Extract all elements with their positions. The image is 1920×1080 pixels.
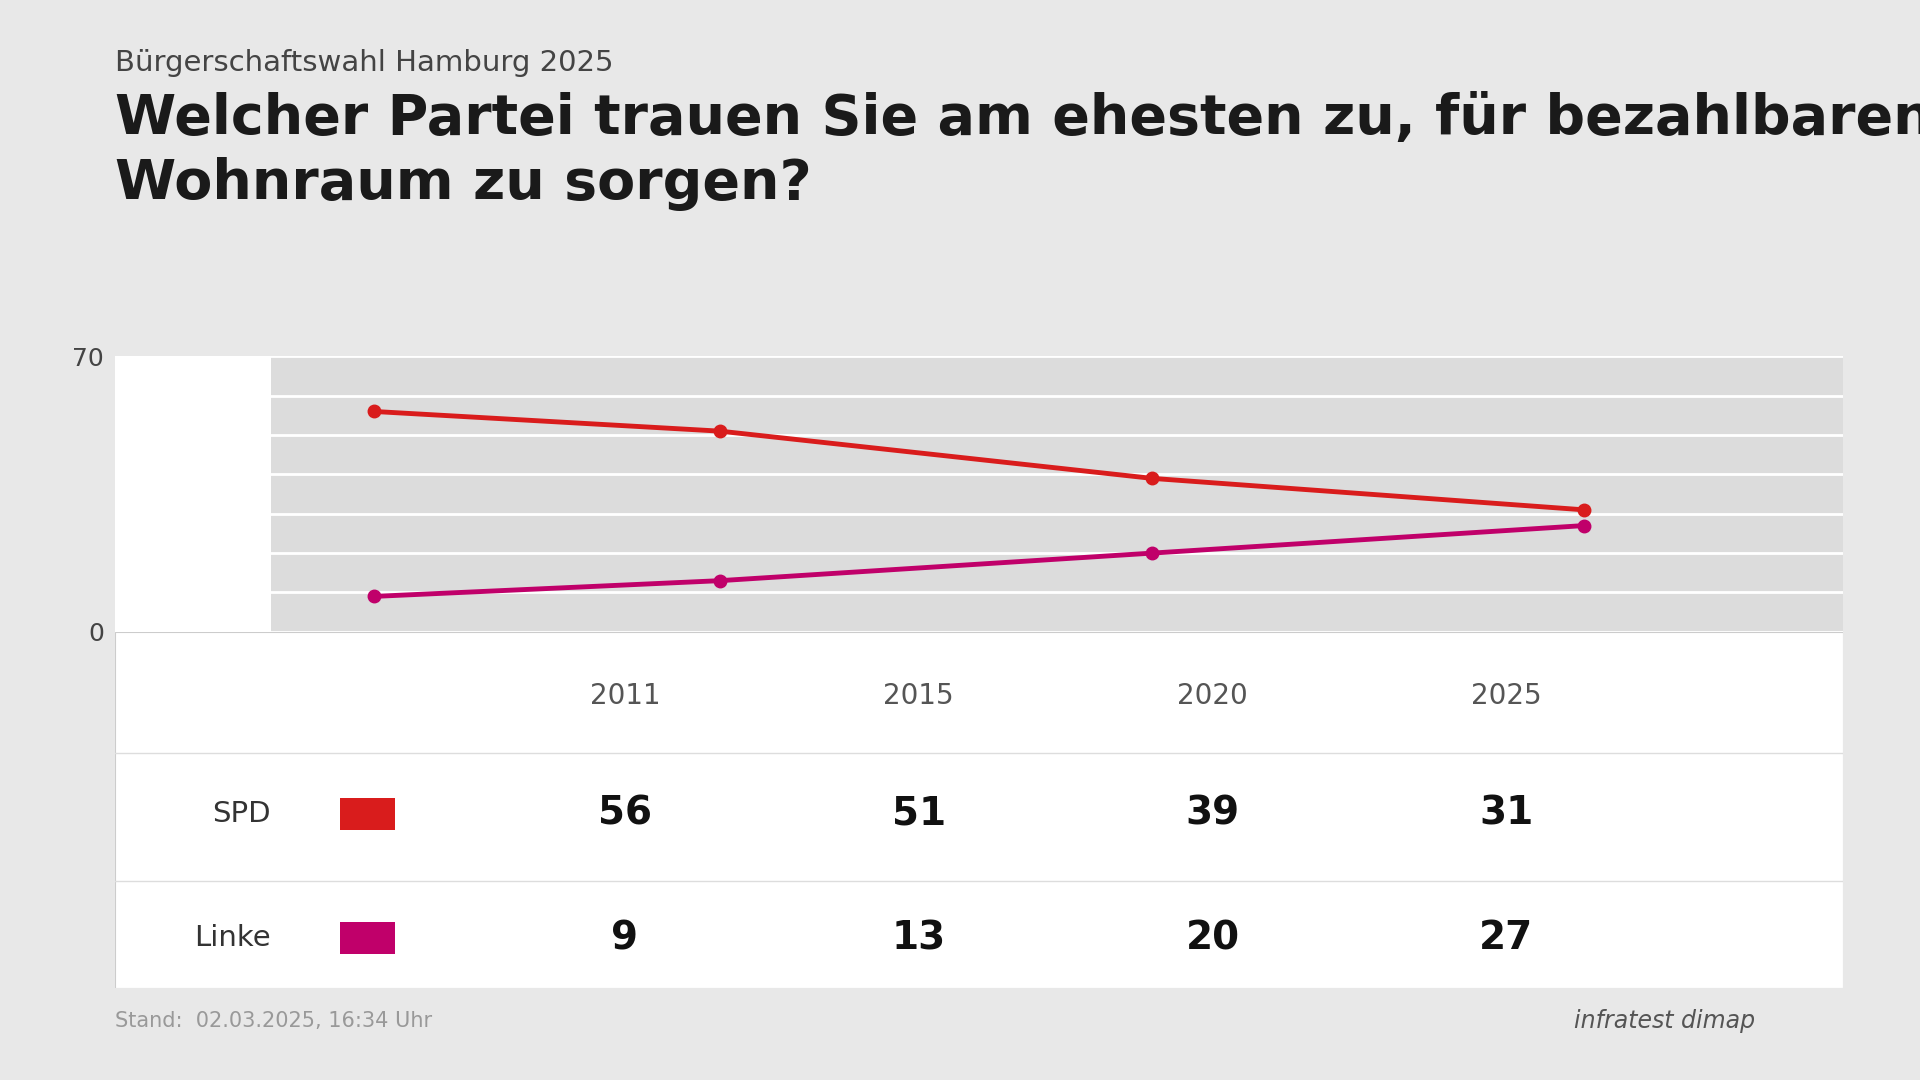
Text: infratest dimap: infratest dimap xyxy=(1574,1009,1755,1032)
Text: SPD: SPD xyxy=(211,799,271,827)
Text: 2025: 2025 xyxy=(1471,681,1542,710)
Text: Welcher Partei trauen Sie am ehesten zu, für bezahlbaren: Welcher Partei trauen Sie am ehesten zu,… xyxy=(115,92,1920,146)
Text: 56: 56 xyxy=(597,795,653,833)
Text: 9: 9 xyxy=(611,919,639,957)
Text: Linke: Linke xyxy=(194,924,271,953)
Text: 20: 20 xyxy=(1185,919,1240,957)
Bar xyxy=(340,797,396,829)
Text: 39: 39 xyxy=(1185,795,1240,833)
Bar xyxy=(340,922,396,955)
Text: Stand:  02.03.2025, 16:34 Uhr: Stand: 02.03.2025, 16:34 Uhr xyxy=(115,1011,432,1030)
Text: 51: 51 xyxy=(891,795,947,833)
Text: 13: 13 xyxy=(891,919,947,957)
Text: 27: 27 xyxy=(1478,919,1534,957)
Bar xyxy=(115,356,271,632)
Text: 2011: 2011 xyxy=(589,681,660,710)
Text: 2020: 2020 xyxy=(1177,681,1248,710)
Text: 2015: 2015 xyxy=(883,681,954,710)
Text: 31: 31 xyxy=(1478,795,1534,833)
Text: Bürgerschaftswahl Hamburg 2025: Bürgerschaftswahl Hamburg 2025 xyxy=(115,49,614,77)
Text: Wohnraum zu sorgen?: Wohnraum zu sorgen? xyxy=(115,157,812,211)
